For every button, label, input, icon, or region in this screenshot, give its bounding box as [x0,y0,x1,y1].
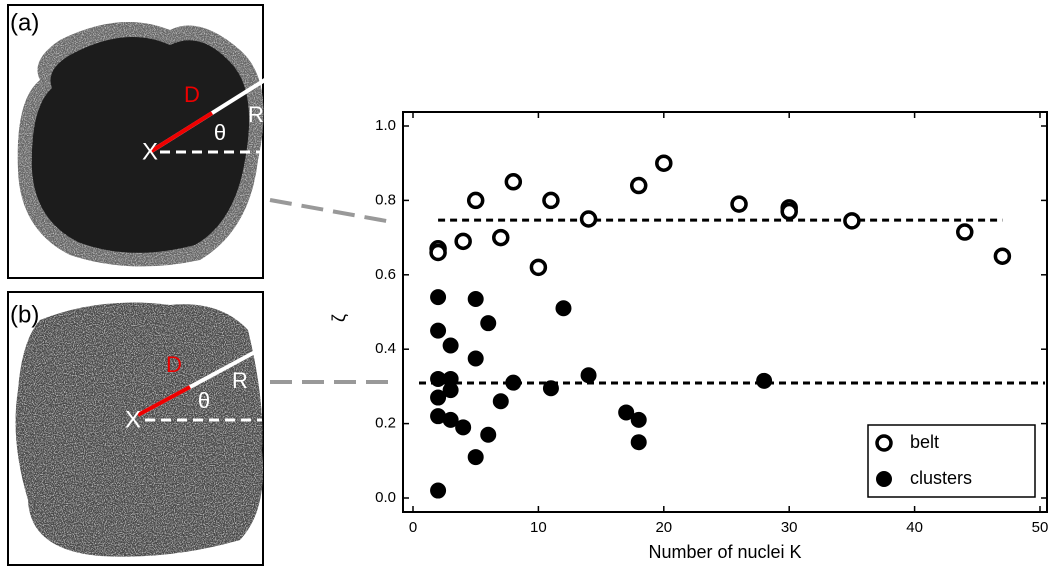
point [756,372,773,389]
point [466,191,485,210]
point [542,380,559,397]
point [579,210,598,228]
legend-label: clusters [910,468,972,488]
point [730,195,748,213]
point [467,350,484,367]
legend-marker [876,471,892,487]
y-axis-label: ζ [329,314,349,322]
point [467,290,484,307]
point [542,191,560,210]
connector [269,198,393,224]
point [455,419,472,436]
x-tick-label: 30 [781,519,798,536]
point [555,300,572,317]
legend-marker [875,434,893,452]
d-line [137,385,191,417]
x-tick-label: 40 [906,519,923,536]
x-tick-label: 50 [1032,519,1049,536]
point [580,367,597,384]
d-line [148,111,214,154]
point [630,411,647,428]
point [956,223,974,241]
r-label: R [232,368,248,393]
point [618,404,635,421]
point [492,228,510,247]
point [467,449,484,466]
point [442,337,459,354]
x-axis-label: Number of nuclei K [648,542,801,562]
point [430,322,447,339]
cell-image [15,302,264,557]
point [429,243,447,262]
point [454,232,472,251]
point [504,173,523,191]
x-tick-label: 10 [530,519,547,536]
point [505,374,522,391]
x-label: X [125,406,141,433]
x-tick-label: 0 [409,519,417,536]
theta-label: θ [214,120,226,145]
cell-core [31,37,250,253]
x-label: X [142,138,158,165]
panel-label: (a) [10,9,39,36]
point [630,434,647,451]
point [480,315,497,332]
y-tick-label: 0.4 [375,340,396,357]
d-label: D [184,82,200,107]
y-tick-label: 1.0 [375,117,396,134]
legend-label: belt [910,432,939,452]
plot-frame [402,111,1048,513]
point [529,258,548,277]
point [442,382,459,399]
panel-label: (b) [10,301,39,328]
point [492,393,509,410]
y-tick-label: 0.8 [375,191,396,208]
point [843,212,861,230]
legend-box [867,424,1036,498]
point [780,202,798,221]
y-tick-label: 0.0 [375,489,396,506]
point [480,426,497,443]
point [430,389,447,406]
theta-label: θ [198,388,210,413]
point [430,289,447,306]
point [629,176,648,195]
x-tick-label: 20 [655,519,672,536]
point [442,411,459,428]
y-tick-label: 0.6 [375,266,396,283]
r-label: R [248,102,264,127]
point [430,482,447,499]
point [993,247,1012,265]
point [655,154,673,172]
d-label: D [166,352,182,377]
y-tick-label: 0.2 [375,415,396,432]
